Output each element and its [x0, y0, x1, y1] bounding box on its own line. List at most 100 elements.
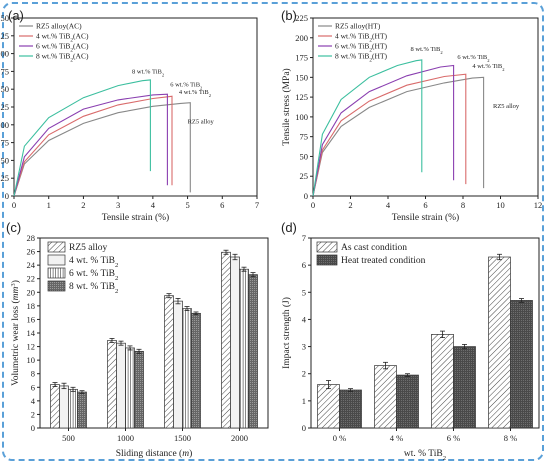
- y-tick-label: 6: [31, 382, 35, 392]
- legend-swatch: [47, 241, 66, 253]
- legend-swatch: [47, 267, 66, 279]
- bar: [77, 391, 87, 429]
- x-tick-label: 7: [255, 200, 259, 210]
- legend-label: 4 wt.% TiB2​(HT): [335, 32, 388, 44]
- legend-label: 8 wt. % TiB2​: [69, 282, 118, 295]
- y-tick-label: 10: [27, 355, 36, 365]
- bar: [116, 342, 126, 429]
- x-tick-label: 500: [62, 433, 75, 443]
- x-axis-label: Sliding distance (m): [116, 448, 193, 459]
- y-tick-label: 0: [304, 191, 308, 201]
- bar: [239, 268, 249, 429]
- bar: [339, 389, 362, 429]
- series-line-1: [312, 73, 467, 197]
- bar: [134, 350, 144, 429]
- legend-label: 4 wt. % TiB2​: [69, 256, 118, 269]
- y-tick-label: 4: [302, 314, 307, 324]
- y-tick-label: 200: [0, 49, 9, 59]
- bar: [164, 295, 174, 429]
- legend-label: 6 wt.% TiB2​(HT): [335, 42, 388, 54]
- bar: [374, 365, 397, 429]
- x-tick-label: 3: [116, 200, 120, 210]
- panel-label: (b): [281, 8, 297, 23]
- y-tick-label: 25: [300, 171, 309, 181]
- x-tick-label: 4: [151, 200, 156, 210]
- y-tick-label: 20: [27, 287, 36, 297]
- annotation-label: RZ5 alloy: [188, 118, 215, 125]
- x-tick-label: 0 %: [333, 433, 346, 443]
- y-tick-label: 175: [295, 53, 308, 63]
- legend-label: RZ5 alloy: [69, 243, 108, 253]
- x-tick-label: 8: [461, 200, 465, 210]
- y-tick-label: 150: [295, 72, 308, 82]
- y-tick-label: 24: [27, 260, 36, 270]
- bar: [510, 300, 533, 429]
- x-tick-label: 0: [12, 200, 16, 210]
- y-tick-label: 100: [295, 112, 308, 122]
- annotation-label: 6 wt.% TiB2​: [457, 54, 490, 63]
- x-axis-label: Tensile strain (%): [102, 212, 169, 223]
- series-line-2: [312, 64, 455, 197]
- y-tick-label: 22: [27, 274, 36, 284]
- y-axis-label: Volumetric wear loss (mm3): [10, 280, 22, 386]
- panel-label: (a): [8, 8, 24, 23]
- bar: [59, 385, 69, 429]
- legend-label: 8 wt.% TiB2​(AC): [36, 52, 89, 64]
- y-tick-label: 75: [300, 132, 309, 142]
- y-tick-label: 28: [27, 233, 36, 243]
- legend-label: RZ5 alloy(AC): [36, 22, 82, 31]
- y-tick-label: 100: [0, 120, 9, 130]
- legend-label: 4 wt.% TiB2​(AC): [36, 32, 89, 44]
- y-tick-label: 0: [5, 191, 9, 201]
- panel-label: (d): [281, 220, 297, 235]
- y-tick-label: 150: [0, 84, 9, 94]
- bar: [488, 256, 511, 429]
- y-tick-label: 4: [31, 396, 36, 406]
- y-tick-label: 12: [27, 342, 36, 352]
- y-tick-label: 25: [1, 173, 10, 183]
- x-axis-label: Tensile strain (%): [392, 212, 459, 223]
- y-tick-label: 0: [31, 423, 35, 433]
- legend-label: RZ5 alloy(HT): [335, 22, 381, 31]
- panel-label: (c): [6, 220, 21, 235]
- y-tick-label: 50: [300, 151, 309, 161]
- x-tick-label: 6: [423, 200, 427, 210]
- annotation-label: 4 wt.% TiB2​: [472, 63, 505, 72]
- bar: [68, 388, 78, 429]
- y-tick-label: 7: [302, 233, 306, 243]
- bar: [173, 300, 183, 429]
- series-line-2: [13, 93, 168, 197]
- bar: [107, 340, 117, 429]
- legend-label: Heat treated condition: [341, 256, 426, 266]
- x-tick-label: 4 %: [390, 433, 403, 443]
- x-tick-label: 12: [534, 200, 543, 210]
- series-line-3: [13, 79, 151, 197]
- x-tick-label: 2: [348, 200, 352, 210]
- legend-label: As cast condition: [341, 243, 407, 253]
- y-tick-label: 225: [0, 31, 9, 41]
- plot-frame: [310, 237, 540, 429]
- bar: [396, 374, 419, 429]
- x-tick-label: 6: [220, 200, 224, 210]
- y-axis-label: Tensile stress (MPa): [281, 68, 292, 145]
- y-tick-label: 2: [31, 409, 35, 419]
- bar: [50, 384, 60, 429]
- y-tick-label: 6: [302, 260, 306, 270]
- annotation-label: RZ5 alloy: [493, 103, 520, 110]
- x-tick-label: 1: [47, 200, 51, 210]
- panel-a-chart: (a) 0 1 2 3 4 5 6 7 0 25 50 75 100 125 150 175 200 225 250 T…: [0, 8, 259, 223]
- y-tick-label: 125: [295, 92, 308, 102]
- annotation-label: 8 wt.% TiB2​: [411, 46, 444, 55]
- x-tick-label: 5: [185, 200, 189, 210]
- y-tick-label: 3: [302, 342, 306, 352]
- x-tick-label: 1500: [174, 433, 191, 443]
- y-tick-label: 2: [302, 369, 306, 379]
- y-tick-label: 200: [295, 33, 308, 43]
- y-tick-label: 14: [27, 328, 36, 338]
- y-tick-label: 50: [1, 155, 10, 165]
- y-axis-label: Impact strength (J): [281, 297, 292, 369]
- bar: [317, 384, 340, 429]
- bar: [230, 256, 240, 429]
- y-tick-label: 8: [31, 369, 35, 379]
